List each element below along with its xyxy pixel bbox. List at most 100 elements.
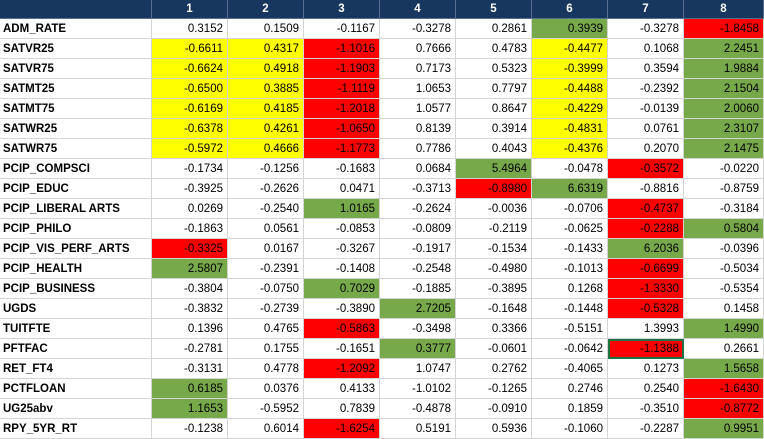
table-cell[interactable]: -0.3999	[532, 59, 608, 79]
table-cell[interactable]: -0.3510	[608, 399, 684, 419]
table-cell[interactable]: -0.1256	[228, 159, 304, 179]
table-cell[interactable]: 0.1273	[608, 359, 684, 379]
table-cell[interactable]: -0.2739	[228, 299, 304, 319]
column-header[interactable]: 2	[228, 0, 304, 19]
table-cell[interactable]: -0.3572	[608, 159, 684, 179]
table-cell[interactable]: -0.2391	[228, 259, 304, 279]
table-cell[interactable]: -0.3278	[608, 19, 684, 39]
table-cell[interactable]: 0.3939	[532, 19, 608, 39]
table-cell[interactable]: 0.1509	[228, 19, 304, 39]
table-cell[interactable]: -0.8759	[684, 179, 764, 199]
table-cell[interactable]: -0.2119	[456, 219, 532, 239]
row-label[interactable]: SATMT75	[0, 99, 152, 119]
column-header[interactable]: 7	[608, 0, 684, 19]
table-cell[interactable]: 0.7797	[456, 79, 532, 99]
table-cell[interactable]: -0.2548	[380, 259, 456, 279]
table-cell[interactable]: 2.1475	[684, 139, 764, 159]
table-cell[interactable]: -0.5952	[228, 399, 304, 419]
column-header[interactable]: 5	[456, 0, 532, 19]
table-cell[interactable]: -0.3925	[152, 179, 228, 199]
table-cell[interactable]: 6.2036	[608, 239, 684, 259]
table-cell[interactable]: 0.2762	[456, 359, 532, 379]
row-label[interactable]: PCIP_COMPSCI	[0, 159, 152, 179]
table-cell[interactable]: -0.3832	[152, 299, 228, 319]
table-cell[interactable]: -0.1863	[152, 219, 228, 239]
table-cell[interactable]: 0.3366	[456, 319, 532, 339]
table-cell[interactable]: 0.8139	[380, 119, 456, 139]
table-cell[interactable]: -1.1388	[608, 339, 684, 359]
row-label[interactable]: PFTFAC	[0, 339, 152, 359]
table-cell[interactable]: 0.3152	[152, 19, 228, 39]
table-cell[interactable]: 0.7839	[304, 399, 380, 419]
table-cell[interactable]: 0.4918	[228, 59, 304, 79]
table-cell[interactable]: -0.2781	[152, 339, 228, 359]
table-cell[interactable]: -0.3184	[684, 199, 764, 219]
table-cell[interactable]: -0.0853	[304, 219, 380, 239]
table-cell[interactable]: -1.8458	[684, 19, 764, 39]
table-cell[interactable]: -0.3890	[304, 299, 380, 319]
table-cell[interactable]: 1.0577	[380, 99, 456, 119]
table-cell[interactable]: 0.2861	[456, 19, 532, 39]
table-cell[interactable]: -0.2624	[380, 199, 456, 219]
column-header[interactable]: 6	[532, 0, 608, 19]
table-cell[interactable]: -0.1885	[380, 279, 456, 299]
table-cell[interactable]: -0.4737	[608, 199, 684, 219]
table-cell[interactable]: -0.4376	[532, 139, 608, 159]
row-label[interactable]: PCIP_VIS_PERF_ARTS	[0, 239, 152, 259]
table-cell[interactable]: 0.0761	[608, 119, 684, 139]
table-cell[interactable]: 0.9951	[684, 419, 764, 439]
table-cell[interactable]: -0.5328	[608, 299, 684, 319]
table-cell[interactable]: 6.6319	[532, 179, 608, 199]
table-cell[interactable]: 0.2746	[532, 379, 608, 399]
table-cell[interactable]: 0.4133	[304, 379, 380, 399]
table-cell[interactable]: 1.3993	[608, 319, 684, 339]
table-cell[interactable]: 0.2070	[608, 139, 684, 159]
table-cell[interactable]: 0.1268	[532, 279, 608, 299]
row-label[interactable]: PCIP_EDUC	[0, 179, 152, 199]
table-cell[interactable]: -0.2626	[228, 179, 304, 199]
table-cell[interactable]: 0.3777	[380, 339, 456, 359]
table-cell[interactable]: -0.1060	[532, 419, 608, 439]
table-cell[interactable]: -0.3278	[380, 19, 456, 39]
table-cell[interactable]: -0.4488	[532, 79, 608, 99]
table-cell[interactable]: 0.2661	[684, 339, 764, 359]
table-cell[interactable]: 0.4783	[456, 39, 532, 59]
table-cell[interactable]: 2.7205	[380, 299, 456, 319]
row-label[interactable]: UG25abv	[0, 399, 152, 419]
table-cell[interactable]: 0.4261	[228, 119, 304, 139]
table-cell[interactable]: -0.1265	[456, 379, 532, 399]
table-cell[interactable]: 0.4317	[228, 39, 304, 59]
table-cell[interactable]: -0.1013	[532, 259, 608, 279]
table-cell[interactable]: 1.1653	[152, 399, 228, 419]
table-cell[interactable]: 0.0471	[304, 179, 380, 199]
column-header[interactable]: 3	[304, 0, 380, 19]
table-cell[interactable]: -0.0625	[532, 219, 608, 239]
table-cell[interactable]: -0.1734	[152, 159, 228, 179]
table-cell[interactable]: 0.5191	[380, 419, 456, 439]
table-cell[interactable]: 0.0167	[228, 239, 304, 259]
table-cell[interactable]: -0.6500	[152, 79, 228, 99]
table-cell[interactable]: -0.5354	[684, 279, 764, 299]
table-cell[interactable]: -1.2018	[304, 99, 380, 119]
row-label[interactable]: PCIP_PHILO	[0, 219, 152, 239]
table-cell[interactable]: 2.3107	[684, 119, 764, 139]
table-cell[interactable]: 0.1859	[532, 399, 608, 419]
table-cell[interactable]: -0.4878	[380, 399, 456, 419]
table-cell[interactable]: -1.6430	[684, 379, 764, 399]
table-cell[interactable]: 2.0060	[684, 99, 764, 119]
table-cell[interactable]: 0.4778	[228, 359, 304, 379]
table-cell[interactable]: -0.1408	[304, 259, 380, 279]
table-cell[interactable]: 0.3885	[228, 79, 304, 99]
table-cell[interactable]: -0.6624	[152, 59, 228, 79]
table-cell[interactable]: -0.3267	[304, 239, 380, 259]
table-cell[interactable]: 5.4964	[456, 159, 532, 179]
table-cell[interactable]: 1.0747	[380, 359, 456, 379]
table-cell[interactable]: -0.5151	[532, 319, 608, 339]
table-cell[interactable]: 0.0269	[152, 199, 228, 219]
table-cell[interactable]: -0.0478	[532, 159, 608, 179]
table-cell[interactable]: 0.7173	[380, 59, 456, 79]
table-cell[interactable]: 0.4185	[228, 99, 304, 119]
table-cell[interactable]: 1.4990	[684, 319, 764, 339]
header-corner[interactable]	[0, 0, 152, 19]
table-cell[interactable]: 0.3594	[608, 59, 684, 79]
